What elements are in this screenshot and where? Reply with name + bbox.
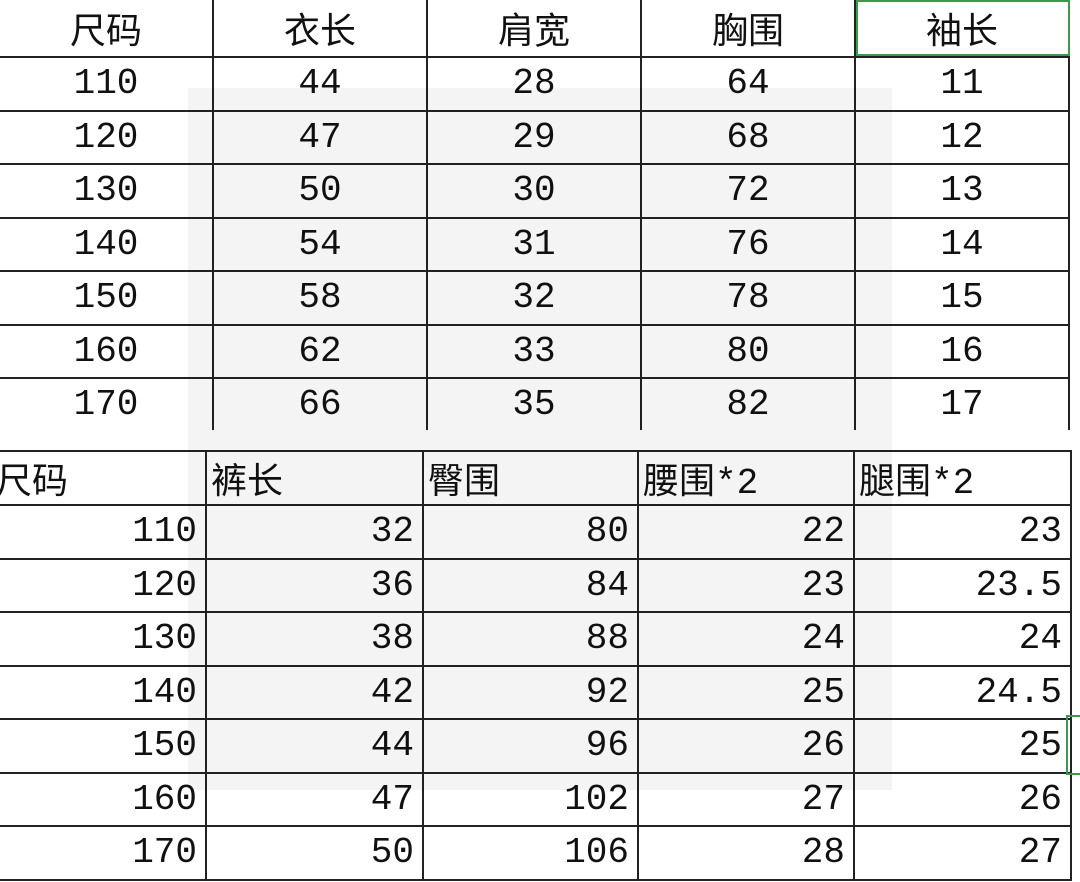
table-cell[interactable]: 68 <box>640 109 856 165</box>
table-cell[interactable]: 96 <box>422 718 639 774</box>
table-cell[interactable]: 23 <box>637 557 855 613</box>
table-cell[interactable]: 17 <box>854 377 1070 433</box>
table-cell[interactable]: 32 <box>426 270 642 326</box>
table-cell[interactable]: 150 <box>0 718 207 774</box>
table-cell[interactable]: 28 <box>426 56 642 112</box>
table-cell[interactable]: 78 <box>640 270 856 326</box>
table-cell[interactable]: 26 <box>637 718 855 774</box>
table-cell[interactable]: 140 <box>0 664 207 720</box>
table-cell[interactable]: 16 <box>854 323 1070 379</box>
table-cell[interactable]: 27 <box>853 825 1072 881</box>
table-row: 160 62 33 80 16 <box>0 323 1070 379</box>
table-cell[interactable]: 160 <box>0 771 207 827</box>
table-cell[interactable]: 30 <box>426 163 642 219</box>
column-header[interactable]: 肩宽 <box>426 0 642 58</box>
table-cell[interactable]: 72 <box>640 163 856 219</box>
table-gap <box>0 430 1080 450</box>
table-row: 170 66 35 82 17 <box>0 377 1070 433</box>
table-cell[interactable]: 76 <box>640 216 856 272</box>
column-header[interactable]: 袖长 <box>854 0 1070 58</box>
table-cell[interactable]: 44 <box>212 56 428 112</box>
table-cell[interactable]: 23 <box>853 504 1072 560</box>
column-header[interactable]: 尺码 <box>0 450 207 506</box>
table-row: 130 50 30 72 13 <box>0 163 1070 219</box>
table-cell[interactable]: 44 <box>205 718 424 774</box>
header-row: 尺码 衣长 肩宽 胸围 袖长 <box>0 0 1070 58</box>
table-cell[interactable]: 24.5 <box>853 664 1072 720</box>
table-cell[interactable]: 25 <box>853 718 1072 774</box>
table-cell[interactable]: 120 <box>0 557 207 613</box>
column-header[interactable]: 尺码 <box>0 0 214 58</box>
table-cell[interactable]: 160 <box>0 323 214 379</box>
table-cell[interactable]: 15 <box>854 270 1070 326</box>
table-cell[interactable]: 110 <box>0 504 207 560</box>
table-row: 110 44 28 64 11 <box>0 56 1070 112</box>
table-cell[interactable]: 23.5 <box>853 557 1072 613</box>
table-cell[interactable]: 38 <box>205 611 424 667</box>
table-cell[interactable]: 66 <box>212 377 428 433</box>
column-header[interactable]: 腿围*2 <box>853 450 1072 506</box>
table-row: 140 42 92 25 24.5 <box>0 664 1072 720</box>
table-cell[interactable]: 29 <box>426 109 642 165</box>
table-cell[interactable]: 170 <box>0 825 207 881</box>
table-cell[interactable]: 47 <box>212 109 428 165</box>
table-cell[interactable]: 130 <box>0 163 214 219</box>
header-row: 尺码 裤长 臀围 腰围*2 腿围*2 <box>0 450 1072 506</box>
column-header[interactable]: 胸围 <box>640 0 856 58</box>
table-cell[interactable]: 62 <box>212 323 428 379</box>
table-cell[interactable]: 64 <box>640 56 856 112</box>
table-cell[interactable]: 22 <box>637 504 855 560</box>
table-cell[interactable]: 31 <box>426 216 642 272</box>
table-cell[interactable]: 110 <box>0 56 214 112</box>
table-row: 120 47 29 68 12 <box>0 109 1070 165</box>
table-cell[interactable]: 33 <box>426 323 642 379</box>
column-header[interactable]: 臀围 <box>422 450 639 506</box>
table-row: 150 58 32 78 15 <box>0 270 1070 326</box>
table-cell[interactable]: 27 <box>637 771 855 827</box>
table-cell[interactable]: 102 <box>422 771 639 827</box>
table-cell[interactable]: 120 <box>0 109 214 165</box>
table-cell[interactable]: 25 <box>637 664 855 720</box>
table-row: 120 36 84 23 23.5 <box>0 557 1072 613</box>
table-cell[interactable]: 82 <box>640 377 856 433</box>
table-cell[interactable]: 92 <box>422 664 639 720</box>
table-cell[interactable]: 26 <box>853 771 1072 827</box>
bottom-size-table: 尺码 裤长 臀围 腰围*2 腿围*2 110 32 80 22 23 120 36 84 23 23.5 13… <box>0 450 1072 881</box>
table-cell[interactable]: 130 <box>0 611 207 667</box>
table-cell[interactable]: 12 <box>854 109 1070 165</box>
table-cell[interactable]: 11 <box>854 56 1070 112</box>
table-cell[interactable]: 58 <box>212 270 428 326</box>
column-header[interactable]: 腰围*2 <box>637 450 855 506</box>
table-cell[interactable]: 32 <box>205 504 424 560</box>
table-cell[interactable]: 150 <box>0 270 214 326</box>
column-header[interactable]: 裤长 <box>205 450 424 506</box>
table-cell[interactable]: 35 <box>426 377 642 433</box>
table-cell[interactable]: 36 <box>205 557 424 613</box>
table-row: 130 38 88 24 24 <box>0 611 1072 667</box>
table-cell[interactable]: 80 <box>640 323 856 379</box>
table-row: 150 44 96 26 25 <box>0 718 1072 774</box>
table-cell[interactable]: 24 <box>853 611 1072 667</box>
table-cell[interactable]: 14 <box>854 216 1070 272</box>
table-cell[interactable]: 42 <box>205 664 424 720</box>
table-cell[interactable]: 84 <box>422 557 639 613</box>
table-cell[interactable]: 13 <box>854 163 1070 219</box>
table-row: 140 54 31 76 14 <box>0 216 1070 272</box>
table-cell[interactable]: 170 <box>0 377 214 433</box>
table-cell[interactable]: 24 <box>637 611 855 667</box>
table-row: 170 50 106 28 27 <box>0 825 1072 881</box>
table-row: 110 32 80 22 23 <box>0 504 1072 560</box>
column-header[interactable]: 衣长 <box>212 0 428 58</box>
table-cell[interactable]: 88 <box>422 611 639 667</box>
top-size-table: 尺码 衣长 肩宽 胸围 袖长 110 44 28 64 11 120 47 29 68 12 130 50 30 7… <box>0 0 1070 433</box>
table-cell[interactable]: 54 <box>212 216 428 272</box>
table-cell[interactable]: 47 <box>205 771 424 827</box>
table-row: 160 47 102 27 26 <box>0 771 1072 827</box>
table-cell[interactable]: 106 <box>422 825 639 881</box>
table-cell[interactable]: 140 <box>0 216 214 272</box>
table-cell[interactable]: 80 <box>422 504 639 560</box>
table-cell[interactable]: 50 <box>212 163 428 219</box>
table-cell[interactable]: 28 <box>637 825 855 881</box>
table-cell[interactable]: 50 <box>205 825 424 881</box>
